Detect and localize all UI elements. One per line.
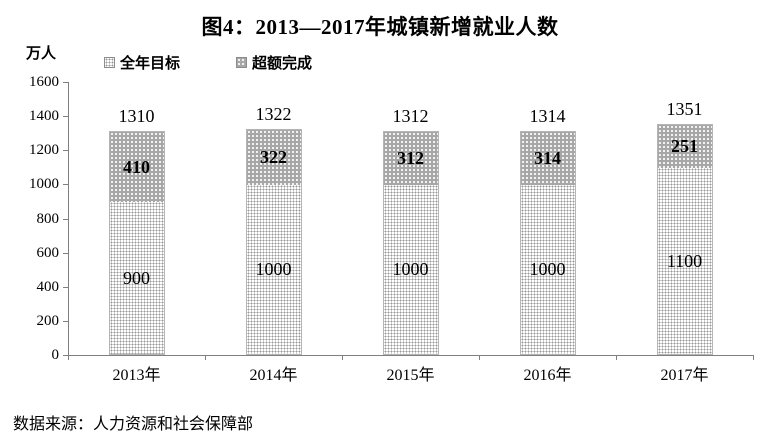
bar-segment-excess: 314	[520, 131, 575, 186]
bar-segment-excess-value: 251	[671, 136, 698, 157]
bar-segment-target: 1000	[246, 185, 301, 354]
y-axis-tick-label: 0	[51, 347, 60, 363]
y-axis-tick	[63, 150, 68, 152]
y-axis-tick	[63, 355, 68, 356]
legend-label-target: 全年目标	[120, 55, 181, 72]
bar-segment-excess: 251	[657, 125, 712, 169]
chart-title: 图4：2013—2017年城镇新增就业人数	[201, 15, 559, 39]
x-axis-category-label: 2016年	[523, 367, 572, 384]
x-axis-category-label: 2014年	[249, 367, 298, 384]
bar-segment-excess: 410	[109, 132, 164, 203]
x-axis-tick	[342, 355, 343, 360]
legend-item-target: 全年目标	[104, 52, 180, 73]
x-axis-category-label: 2013年	[112, 367, 161, 384]
y-axis-line	[68, 82, 69, 355]
legend-swatch-excess-pattern	[236, 57, 248, 68]
bar-segment-excess-value: 410	[123, 156, 150, 177]
bar-segment-target-value: 1100	[666, 250, 703, 271]
y-axis-tick	[63, 82, 68, 83]
y-axis-tick	[63, 184, 68, 186]
y-axis-tick-label: 1200	[29, 142, 59, 159]
y-axis-tick-label: 200	[36, 312, 60, 329]
y-axis-tick	[63, 218, 68, 220]
bar-total-label: 1351	[666, 99, 703, 120]
x-axis-category-label: 2017年	[660, 367, 709, 384]
bar-segment-excess-value: 312	[397, 148, 424, 169]
y-axis-tick	[63, 286, 68, 288]
y-axis-tick-label: 800	[36, 210, 60, 227]
bar-segment-target-value: 900	[123, 267, 150, 288]
y-axis-tick-label: 1400	[29, 108, 59, 125]
bar-segment-excess-value: 314	[534, 148, 561, 169]
y-axis-tick-label: 1600	[29, 74, 59, 90]
bar-segment-excess: 312	[383, 132, 438, 186]
stacked-bar: 314 1000	[519, 130, 576, 355]
legend: 全年目标 超额完成	[104, 52, 312, 73]
bar-segment-target: 1000	[383, 185, 438, 354]
bar-segment-excess-value: 322	[260, 147, 287, 168]
legend-label-excess: 超额完成	[252, 55, 313, 72]
bar-total-label: 1322	[255, 104, 292, 125]
x-axis-line	[68, 355, 754, 356]
bar-segment-target-value: 1000	[529, 259, 566, 280]
y-axis-tick	[63, 252, 68, 254]
stacked-bar: 410 900	[108, 131, 165, 355]
y-axis-unit-label: 万人	[26, 45, 57, 62]
stacked-bar: 251 1100	[656, 124, 713, 355]
x-axis-category-label: 2015年	[386, 367, 435, 384]
y-axis-tick	[63, 116, 68, 118]
x-axis-tick	[68, 355, 69, 360]
bar-segment-excess: 322	[246, 130, 301, 186]
x-axis-tick	[479, 355, 480, 360]
legend-swatch-target-pattern	[104, 57, 115, 68]
x-axis-tick	[753, 355, 754, 360]
bar-segment-target: 1100	[657, 168, 712, 354]
stacked-bar: 312 1000	[382, 131, 439, 355]
bar-segment-target-value: 1000	[392, 259, 429, 280]
bar-segment-target: 1000	[520, 185, 575, 354]
x-axis-tick	[205, 355, 206, 360]
bar-segment-target: 900	[109, 202, 164, 354]
bar-segment-target-value: 1000	[255, 259, 292, 280]
data-source-note: 数据来源：人力资源和社会保障部	[13, 416, 254, 433]
x-axis-tick	[616, 355, 617, 360]
bar-total-label: 1310	[118, 106, 155, 127]
y-axis-tick-label: 1000	[29, 176, 59, 193]
legend-item-excess: 超额完成	[236, 52, 312, 73]
bar-total-label: 1312	[392, 106, 429, 127]
y-axis-tick-label: 600	[36, 244, 60, 261]
y-axis-tick	[63, 320, 68, 322]
stacked-bar: 322 1000	[245, 129, 302, 355]
bar-total-label: 1314	[529, 105, 566, 126]
y-axis-tick-label: 400	[36, 278, 60, 295]
